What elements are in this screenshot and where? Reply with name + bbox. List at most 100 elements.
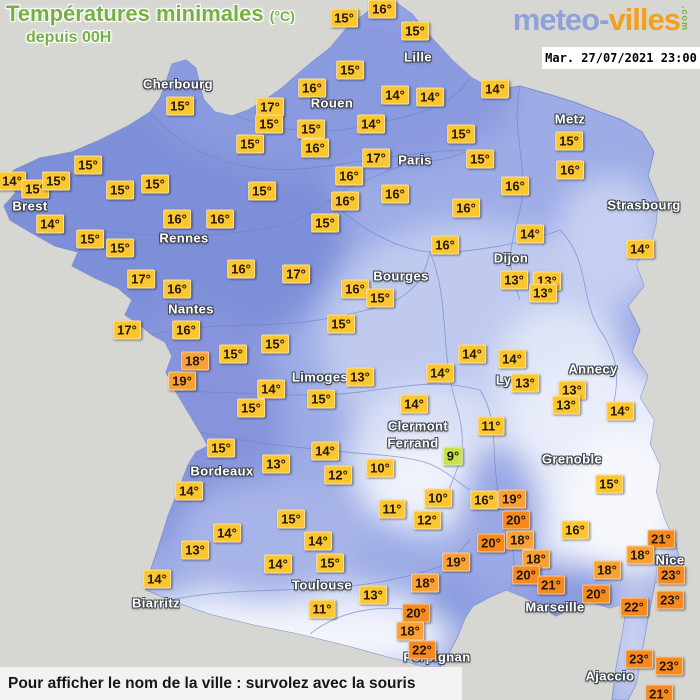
temp-badge: 12°: [324, 465, 352, 485]
temp-badge: 19°: [498, 489, 526, 509]
temp-badge: 13°: [346, 367, 374, 387]
temp-badge: 14°: [416, 87, 444, 107]
temp-badge: 15°: [366, 288, 394, 308]
temp-badge: 17°: [113, 320, 141, 340]
temp-badge: 11°: [378, 499, 406, 519]
city-label-strasbourg[interactable]: Strasbourg: [607, 197, 681, 213]
temp-badge: 15°: [219, 344, 247, 364]
title-unit: (°C): [269, 8, 295, 24]
temp-badge: 15°: [447, 124, 475, 144]
temp-badge: 15°: [42, 171, 70, 191]
temp-badge: 16°: [172, 320, 200, 340]
page-title: Températures minimales (°C): [6, 2, 295, 28]
temp-badge: 16°: [470, 490, 498, 510]
temp-badge: 16°: [331, 191, 359, 211]
temp-badge: 16°: [163, 209, 191, 229]
temp-badge: 14°: [481, 79, 509, 99]
page-header: Températures minimales (°C) depuis 00H: [6, 2, 295, 48]
city-label-clermont[interactable]: Clermont: [387, 418, 449, 434]
city-label-rouen[interactable]: Rouen: [310, 95, 354, 111]
city-label-metz[interactable]: Metz: [554, 111, 586, 127]
temp-badge: 13°: [500, 270, 528, 290]
temp-badge: 13°: [262, 454, 290, 474]
temp-badge: 20°: [502, 510, 530, 530]
temp-badge: 14°: [304, 531, 332, 551]
temp-badge: 16°: [301, 138, 329, 158]
temp-badge: 19°: [168, 371, 196, 391]
temp-badge: 15°: [166, 96, 194, 116]
temp-badge: 15°: [316, 553, 344, 573]
temp-badge: 22°: [408, 640, 436, 660]
temp-badge: 15°: [277, 509, 305, 529]
temp-badge: 13°: [529, 283, 557, 303]
temp-badge: 15°: [595, 474, 623, 494]
temp-badge: 16°: [298, 78, 326, 98]
temp-badge: 17°: [362, 148, 390, 168]
temp-badge: 14°: [311, 441, 339, 461]
city-label-ferrand[interactable]: Ferrand: [387, 435, 439, 451]
temp-badge: 16°: [368, 0, 396, 19]
temp-badge: 15°: [401, 21, 429, 41]
temp-badge: 15°: [74, 155, 102, 175]
temp-badge: 18°: [593, 560, 621, 580]
temp-badge: 14°: [498, 349, 526, 369]
temp-badge: 14°: [606, 401, 634, 421]
city-label-nice[interactable]: Nice: [655, 552, 685, 568]
temp-badge: 15°: [261, 334, 289, 354]
temp-badge: 22°: [620, 597, 648, 617]
temp-badge: 17°: [127, 269, 155, 289]
city-label-lille[interactable]: Lille: [403, 49, 433, 65]
temp-badge: 14°: [175, 481, 203, 501]
temp-badge: 14°: [264, 554, 292, 574]
temp-badge: 23°: [656, 590, 684, 610]
city-label-paris[interactable]: Paris: [398, 152, 432, 168]
temp-badge: 20°: [512, 565, 540, 585]
city-label-ajaccio[interactable]: Ajaccio: [585, 668, 635, 684]
meteo-villes-logo[interactable]: meteo-villes.com: [513, 2, 690, 38]
city-label-rennes[interactable]: Rennes: [159, 230, 209, 246]
temp-badge: 16°: [227, 259, 255, 279]
temp-badge: 21°: [647, 529, 675, 549]
temp-badge: 19°: [442, 552, 470, 572]
temp-badge: 13°: [552, 395, 580, 415]
temp-badge: 15°: [311, 213, 339, 233]
temp-badge: 9°: [442, 446, 464, 466]
city-label-bordeaux[interactable]: Bordeaux: [190, 463, 254, 479]
temp-badge: 18°: [411, 573, 439, 593]
temp-badge: 13°: [558, 380, 586, 400]
temp-badge: 21°: [645, 684, 673, 700]
footer-hint-text: Pour afficher le nom de la ville : survo…: [8, 675, 416, 692]
city-label-toulouse[interactable]: Toulouse: [291, 577, 353, 593]
temp-badge: 15°: [141, 174, 169, 194]
temp-badge: 20°: [402, 603, 430, 623]
temp-badge: 15°: [237, 398, 265, 418]
city-label-cherbourg[interactable]: Cherbourg: [142, 76, 214, 92]
temp-badge: 14°: [143, 569, 171, 589]
city-label-brest[interactable]: Brest: [12, 198, 48, 214]
temp-badge: 15°: [307, 389, 335, 409]
temp-badge: 13°: [511, 373, 539, 393]
temp-badge: 16°: [163, 279, 191, 299]
temp-badge: 15°: [248, 181, 276, 201]
city-label-bourges[interactable]: Bourges: [373, 268, 429, 284]
temp-badge: 18°: [626, 545, 654, 565]
city-label-nantes[interactable]: Nantes: [168, 301, 214, 317]
city-label-grenoble[interactable]: Grenoble: [541, 451, 603, 467]
temp-badge: 10°: [424, 488, 452, 508]
logo-orange-part: villes: [608, 2, 681, 37]
temp-badge: 15°: [207, 438, 235, 458]
temp-badge: 15°: [466, 149, 494, 169]
timestamp-badge: Mar. 27/07/2021 23:00: [542, 47, 700, 69]
city-label-limoges[interactable]: Limoges: [291, 369, 349, 385]
city-label-annecy[interactable]: Annecy: [568, 361, 618, 377]
city-label-biarritz[interactable]: Biarritz: [132, 595, 180, 611]
city-label-marseille[interactable]: Marseille: [525, 599, 585, 615]
temp-badge: 16°: [561, 520, 589, 540]
temp-badge: 20°: [582, 584, 610, 604]
temp-badge: 15°: [106, 180, 134, 200]
temp-badge: 14°: [458, 344, 486, 364]
temp-badge: 14°: [257, 379, 285, 399]
city-label-dijon[interactable]: Dijon: [493, 250, 529, 266]
